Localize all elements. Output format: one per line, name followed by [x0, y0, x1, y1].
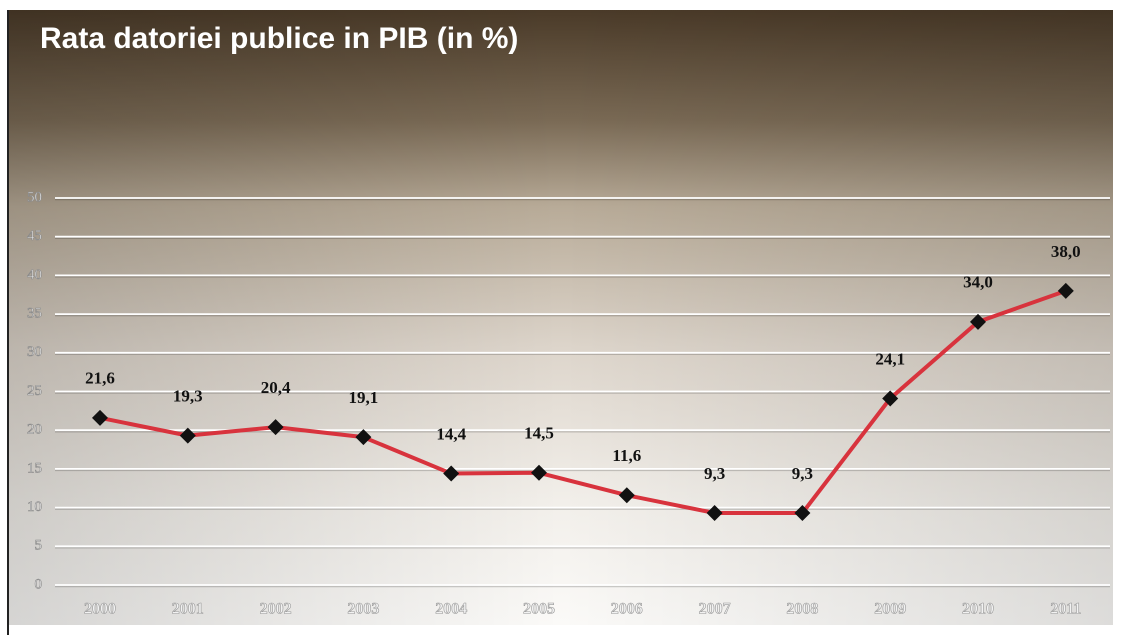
x-tick-label: 2002	[260, 601, 292, 618]
value-label: 20,4	[261, 378, 291, 397]
value-label: 11,6	[612, 446, 641, 465]
background-shade	[8, 10, 1113, 625]
x-tick-label: 2001	[172, 601, 204, 618]
x-tick-label: 2000	[84, 601, 116, 618]
x-tick-label: 2006	[611, 601, 643, 618]
x-tick-label: 2008	[786, 601, 818, 618]
value-label: 19,1	[349, 388, 379, 407]
y-tick-label: 35	[27, 306, 42, 322]
x-tick-label: 2004	[435, 601, 467, 618]
x-tick-label: 2009	[874, 601, 906, 618]
value-label: 34,0	[963, 273, 993, 292]
y-tick-label: 10	[27, 499, 42, 515]
value-label: 38,0	[1051, 242, 1081, 261]
y-tick-label: 5	[35, 538, 43, 554]
value-label: 9,3	[704, 464, 725, 483]
x-tick-label: 2010	[962, 601, 994, 618]
value-label: 9,3	[792, 464, 813, 483]
x-tick-label: 2003	[347, 601, 379, 618]
x-tick-label: 2011	[1050, 601, 1081, 618]
y-tick-label: 45	[27, 228, 42, 244]
y-tick-label: 50	[27, 189, 42, 205]
y-tick-label: 15	[27, 460, 42, 476]
x-tick-label: 2005	[523, 601, 555, 618]
value-label: 19,3	[173, 387, 203, 406]
y-tick-label: 25	[27, 383, 42, 399]
x-tick-label: 2007	[699, 601, 731, 618]
value-label: 14,4	[436, 424, 466, 443]
chart: Rata datoriei publice in PIB (in %) 0 5 10…	[0, 0, 1121, 635]
y-tick-label: 40	[27, 267, 42, 283]
value-label: 24,1	[875, 349, 905, 368]
y-tick-label: 30	[27, 344, 42, 360]
y-tick-label: 20	[27, 422, 42, 438]
chart-title: Rata datoriei publice in PIB (in %)	[40, 22, 518, 55]
value-label: 14,5	[524, 424, 554, 443]
value-label: 21,6	[85, 369, 115, 388]
y-tick-label: 0	[35, 576, 43, 592]
